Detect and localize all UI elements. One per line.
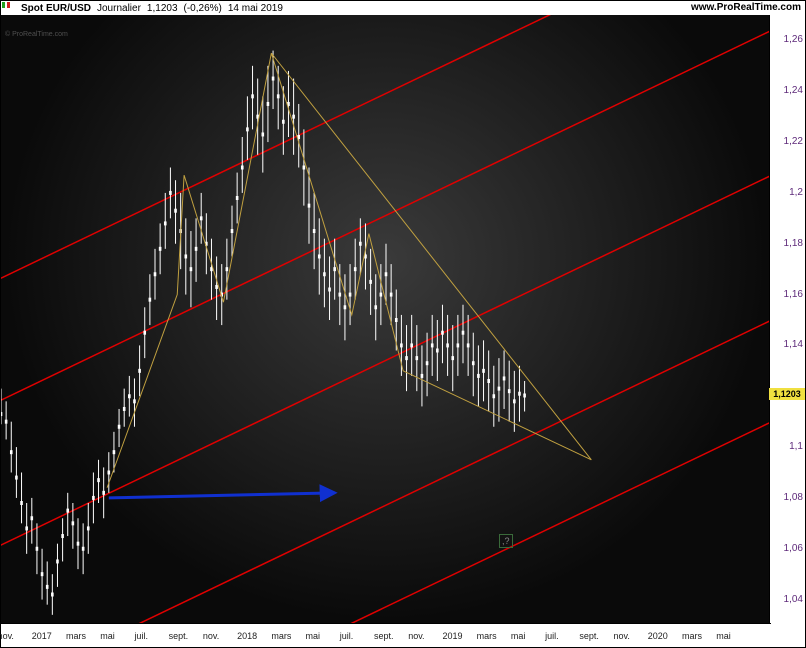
x-tick: 2019 bbox=[442, 631, 462, 641]
x-tick: 2018 bbox=[237, 631, 257, 641]
price-label: 1,1203 bbox=[147, 3, 178, 14]
chart-plot-area[interactable]: © ProRealTime.com ,? bbox=[1, 15, 771, 625]
site-label: www.ProRealTime.com bbox=[691, 2, 801, 14]
x-tick: sept. bbox=[579, 631, 599, 641]
header-left: Spot EUR/USD Journalier 1,1203 (-0,26%) … bbox=[5, 2, 283, 14]
x-tick: mars bbox=[271, 631, 291, 641]
x-tick: mars bbox=[66, 631, 86, 641]
x-tick: 2020 bbox=[648, 631, 668, 641]
y-tick: 1,14 bbox=[784, 339, 803, 350]
current-price-tag: 1,1203 bbox=[769, 388, 805, 400]
x-tick: juil. bbox=[545, 631, 559, 641]
x-axis: nov. 2017 mars mai juil. sept. nov. 2018 mars mai… bbox=[1, 623, 771, 647]
x-tick: mars bbox=[477, 631, 497, 641]
y-tick: 1,18 bbox=[784, 238, 803, 249]
x-tick: nov. bbox=[203, 631, 219, 641]
x-tick: sept. bbox=[374, 631, 394, 641]
y-tick: 1,26 bbox=[784, 34, 803, 45]
x-tick: nov. bbox=[408, 631, 424, 641]
symbol-label: Spot EUR/USD bbox=[21, 3, 91, 14]
x-tick: mai bbox=[716, 631, 731, 641]
y-tick: 1,1 bbox=[789, 441, 803, 452]
x-tick: 2017 bbox=[32, 631, 52, 641]
timeframe-label: Journalier bbox=[97, 3, 141, 14]
x-tick: nov. bbox=[0, 631, 14, 641]
y-tick: 1,2 bbox=[789, 187, 803, 198]
x-tick: mai bbox=[306, 631, 321, 641]
x-tick: juil. bbox=[134, 631, 148, 641]
date-label: 14 mai 2019 bbox=[228, 3, 283, 14]
chart-container: Spot EUR/USD Journalier 1,1203 (-0,26%) … bbox=[0, 0, 806, 648]
candle-icon bbox=[5, 4, 15, 12]
y-tick: 1,24 bbox=[784, 85, 803, 96]
x-tick: sept. bbox=[169, 631, 189, 641]
change-label: (-0,26%) bbox=[184, 3, 222, 14]
y-axis: 1,261,241,221,21,181,161,141,121,11,081,… bbox=[769, 15, 805, 625]
y-tick: 1,22 bbox=[784, 136, 803, 147]
x-tick: juil. bbox=[340, 631, 354, 641]
chart-header: Spot EUR/USD Journalier 1,1203 (-0,26%) … bbox=[1, 1, 805, 15]
x-tick: nov. bbox=[614, 631, 630, 641]
y-tick: 1,06 bbox=[784, 543, 803, 554]
y-tick: 1,08 bbox=[784, 492, 803, 503]
x-tick: mars bbox=[682, 631, 702, 641]
y-tick: 1,16 bbox=[784, 289, 803, 300]
chart-svg bbox=[1, 15, 771, 625]
x-tick: mai bbox=[100, 631, 115, 641]
question-marker: ,? bbox=[499, 534, 513, 548]
x-tick: mai bbox=[511, 631, 526, 641]
y-tick: 1,04 bbox=[784, 594, 803, 605]
